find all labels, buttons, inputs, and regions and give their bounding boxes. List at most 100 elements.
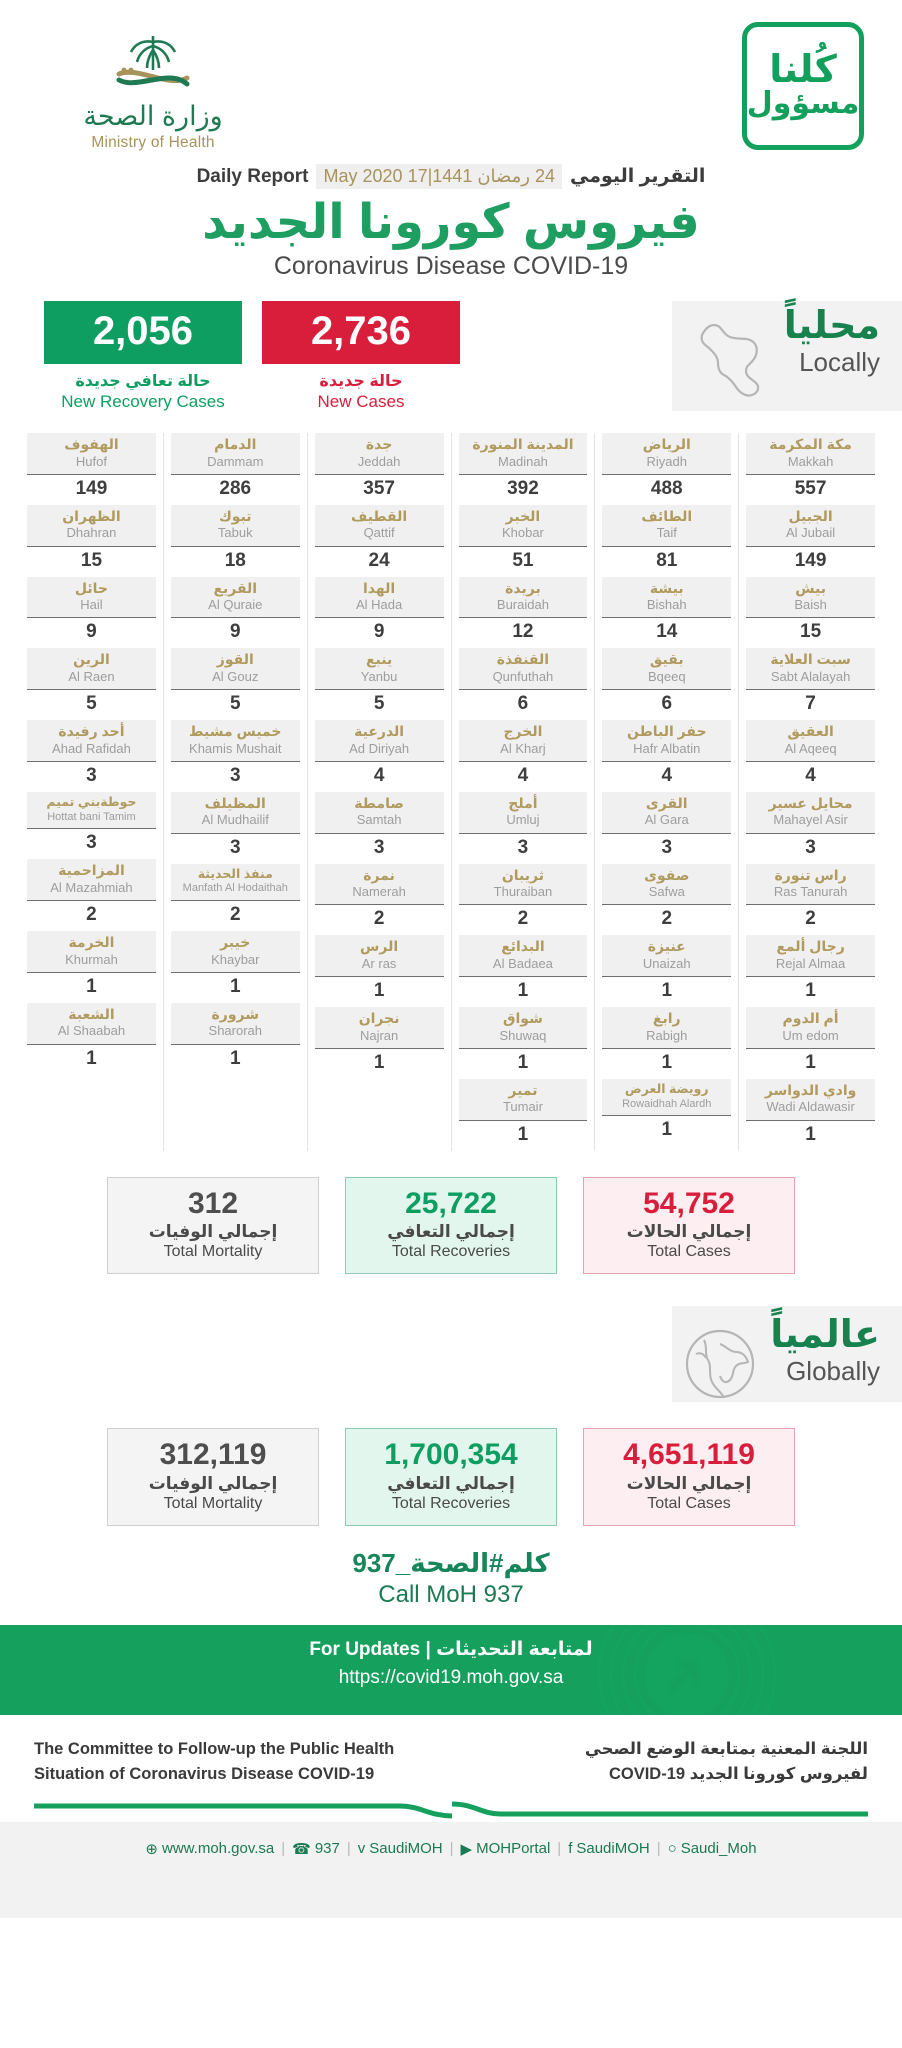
new-cases-card: 2,736 حالة جديدة New Cases [262,301,460,412]
city-cell: جدة Jeddah 357 [314,433,444,505]
city-cell: العقيق Al Aqeeq 4 [746,720,875,792]
footer-link[interactable]: ○ Saudi_Moh [668,1840,757,1857]
globally-panel-background [672,1306,902,1403]
city-case-count: 1 [602,1115,732,1146]
city-cell: الشعبة Al Shaabah 1 [27,1002,156,1075]
city-case-count: 5 [27,689,156,720]
city-name: أم الدوم Um edom [746,1007,875,1048]
city-name-en: Qattif [363,525,395,541]
committee-ar-line1: اللجنة المعنية بمتابعة الوضع الصحي [584,1739,868,1758]
footer-link[interactable]: ᴠ SaudiMOH [358,1840,443,1857]
city-case-count: 6 [602,689,732,720]
city-case-count: 9 [27,617,156,648]
new-recovery-label-en: New Recovery Cases [61,392,225,412]
city-case-count: 357 [314,473,444,505]
city-case-count: 3 [602,832,732,864]
updates-separator: | [425,1638,431,1660]
city-name-ar: الرين [73,651,110,668]
globe-icon [674,1320,766,1413]
total-card-cases: 4,651,119 إجمالي الحالات Total Cases [583,1428,795,1526]
daily-report-label-en: Daily Report [196,165,309,187]
city-cell: الدرعية Ad Diriyah 4 [314,720,444,792]
total-label-en: Total Cases [647,1494,731,1512]
city-name: ثريبان Thuraiban [458,863,588,905]
city-name-ar: الخبر [505,507,541,524]
committee-en-line2: Situation of Coronavirus Disease COVID-1… [34,1765,375,1784]
city-name: الرياض Riyadh [602,433,732,474]
committee-ar-line2: لفيروس كورونا الجديد COVID-19 [608,1765,868,1784]
city-name: الخرمة Khurmah [27,931,156,972]
city-case-count: 2 [27,900,156,931]
city-name-ar: جدة [365,436,393,453]
total-label-ar: إجمالي الحالات [626,1222,752,1242]
footer-link-label: SaudiMOH [576,1840,650,1858]
city-name-ar: محايل عسير [768,794,853,811]
city-case-count: 1 [746,1047,875,1079]
committee-block: The Committee to Follow-up the Public He… [0,1715,902,1788]
city-case-count: 3 [746,832,875,864]
cities-grid: مكة المكرمة Makkah 557 الجبيل Al Jubail 149 بي… [20,433,882,1151]
city-name-ar: شرورة [211,1005,260,1022]
city-name: الجبيل Al Jubail [746,504,875,546]
city-name: نجران Najran [314,1007,444,1048]
city-case-count: 1 [458,976,588,1007]
city-case-count: 1 [314,1047,444,1079]
city-name-en: Umluj [506,812,540,828]
total-card-recoveries: 1,700,354 إجمالي التعافي Total Recoveries [345,1428,557,1526]
city-name-en: Al Mazahmiah [50,879,133,895]
city-name: الشعبة Al Shaabah [27,1002,156,1044]
city-cell: عنيزة Unaizah 1 [602,935,732,1007]
city-name: رويضة العرض Rowaidhah Alardh [602,1078,732,1116]
updates-url[interactable]: https://covid19.moh.gov.sa [338,1666,564,1688]
swoosh-divider [0,1798,902,1822]
city-name: رابغ Rabigh [602,1007,732,1048]
city-case-count: 4 [458,760,588,792]
city-case-count: 15 [27,545,156,577]
city-case-count: 2 [746,904,875,935]
call-moh-block: كلم#الصحة_937 Call MoH 937 [0,1548,902,1609]
city-name-en: Hufof [75,453,107,469]
city-name: الظهران Dhahran [27,504,156,546]
city-name: البدائع Al Badaea [458,935,588,977]
city-cell: القريع Al Quraie 9 [170,576,300,649]
city-name: راس تنورة Ras Tanurah [746,863,875,905]
footer-link[interactable]: ☎ 937 [292,1840,340,1858]
city-name: بريدة Buraidah [458,576,588,618]
footer-link[interactable]: ▶ MOHPortal [461,1840,551,1858]
city-cell: المظيلف Al Mudhailif 3 [170,791,300,864]
city-cell: الرس Ar ras 1 [314,935,444,1007]
city-name-ar: المدينة المنورة [472,436,574,453]
city-cell: الخبر Khobar 51 [458,504,588,577]
total-card-cases: 54,752 إجمالي الحالات Total Cases [583,1176,795,1275]
city-case-count: 1 [458,1047,588,1079]
city-name-en: Rejal Almaa [775,955,846,971]
city-case-count: 1 [602,1047,732,1079]
city-case-count: 2 [314,904,444,935]
footer-link[interactable]: ⊕ www.moh.gov.sa [145,1840,274,1858]
city-name: القنفذة Qunfuthah [458,648,588,690]
kullona-line1: كُلنا [769,49,837,92]
city-cell: بيشة Bishah 14 [602,576,732,649]
city-cell: الدمام Dammam 286 [170,433,300,505]
city-name-en: Tabuk [217,525,253,541]
committee-text-en: The Committee to Follow-up the Public He… [34,1737,394,1788]
city-name-en: Namerah [352,884,406,900]
city-name-ar: حفر الباطن [626,723,707,740]
city-name-ar: المزاحمية [58,862,125,879]
kullona-line2: مسؤول [746,87,860,121]
city-cell: محايل عسير Mahayel Asir 3 [746,791,875,864]
city-name: خميس مشيط Khamis Mushait [170,720,300,761]
city-name-en: Buraidah [496,597,549,613]
city-cell: ثريبان Thuraiban 2 [458,863,588,936]
city-name-ar: الرس [360,938,399,955]
city-name-en: Khamis Mushait [189,740,282,756]
city-name: بقيق Bqeeq [602,648,732,690]
city-name: العقيق Al Aqeeq [746,720,875,761]
city-name-en: Rabigh [646,1027,688,1043]
city-name-ar: منفذ الحديثة [197,866,273,881]
city-name: بيشة Bishah [602,576,732,618]
footer-link[interactable]: f SaudiMOH [568,1840,650,1857]
city-name: شرورة Sharorah [170,1002,300,1044]
city-name-en: Najran [359,1027,399,1043]
city-name: الرين Al Raen [27,648,156,690]
